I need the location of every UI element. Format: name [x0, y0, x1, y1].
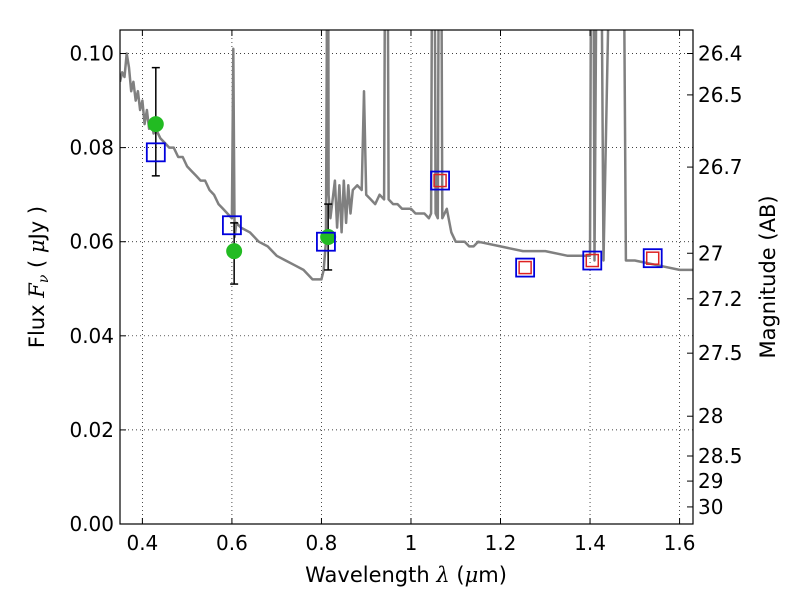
prediction-band-square [433, 173, 447, 188]
model-band-square [145, 142, 166, 163]
model-spectrum-line [120, 30, 693, 281]
y-tick-label: 0.04 [69, 324, 114, 348]
y-tick-label: 0.10 [69, 42, 114, 66]
observed-flux-point [226, 243, 243, 260]
prediction-band-square [518, 260, 532, 275]
x-tick-label: 1.4 [574, 531, 606, 555]
y2-axis-label: Magnitude (AB) [756, 195, 780, 358]
prediction-band-square [585, 253, 600, 268]
y2-tick-label: 30 [698, 495, 723, 519]
y-tick-label: 0.08 [69, 136, 114, 160]
y2-tick-label: 26.5 [698, 83, 743, 107]
y2-tick-label: 26.4 [698, 41, 743, 65]
model-band-square [222, 215, 242, 236]
y2-tick-label: 29 [698, 469, 723, 493]
model-band-square [316, 231, 336, 252]
x-tick-label: 0.6 [216, 531, 248, 555]
model-band-square [515, 257, 536, 278]
y-tick-label: 0.02 [69, 418, 114, 442]
data-area [120, 30, 693, 285]
y2-tick-label: 28.5 [698, 444, 743, 468]
y2-tick-label: 26.7 [698, 155, 743, 179]
observed-flux-point [147, 116, 164, 133]
x-tick-label: 1.6 [664, 531, 696, 555]
x-tick-label: 1.2 [485, 531, 517, 555]
y2-tick-label: 27.5 [698, 341, 743, 365]
prediction-band-square [645, 251, 660, 265]
x-axis-label: Wavelength λ (μm) [305, 563, 507, 587]
y-tick-label: 0.06 [69, 230, 114, 254]
x-tick-label: 0.4 [126, 531, 158, 555]
model-band-square [582, 250, 603, 271]
y2-tick-label: 27 [698, 241, 723, 265]
model-band-square [430, 170, 450, 191]
model-band-square [642, 248, 663, 269]
y-tick-label: 0.00 [69, 512, 114, 536]
x-tick-label: 1 [405, 531, 418, 555]
x-tick-label: 0.8 [306, 531, 338, 555]
observed-flux-point [320, 229, 337, 246]
y-axis-label: Flux Fν ( μJy ) [25, 206, 52, 348]
y2-tick-label: 27.2 [698, 287, 743, 311]
axis-ticks: 0.4 0.6 0.8 1 1.2 1.4 1.6 0.00 0.02 0.04 0.06 0.08 0… [69, 30, 743, 555]
plot-frame [119, 29, 694, 525]
y2-tick-label: 28 [698, 404, 723, 428]
